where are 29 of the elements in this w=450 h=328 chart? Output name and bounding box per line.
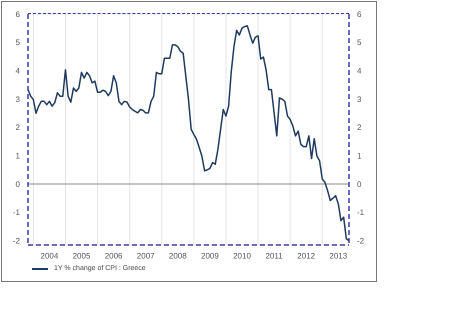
y2-tick-label: 6 — [357, 10, 362, 19]
x-tick-label: 2008 — [168, 252, 188, 261]
y-tick-label: 1 — [16, 152, 21, 161]
y-tick-label: 3 — [16, 94, 21, 104]
x-tick-label: 2005 — [72, 252, 91, 261]
x-tick-label: 2009 — [201, 252, 220, 261]
y2-tick-label: -2 — [357, 236, 365, 246]
y2-tick-label: 1 — [357, 152, 362, 161]
x-tick-label: 2007 — [136, 252, 156, 261]
x-tick-label: 2011 — [266, 252, 284, 261]
y-tick-label: 5 — [16, 38, 21, 48]
x-tick-label: 2012 — [297, 252, 316, 261]
x-tick-label: 2004 — [40, 252, 59, 261]
line-series — [28, 25, 349, 242]
x-tick-label: 2010 — [233, 252, 252, 261]
y2-tick-label: 3 — [357, 94, 362, 104]
y2-tick-label: 5 — [357, 38, 362, 48]
y2-tick-label: -1 — [357, 208, 365, 218]
y-tick-label: 4 — [16, 66, 21, 76]
y2-tick-label: 0 — [357, 180, 362, 189]
x-tick-label: 2006 — [104, 252, 124, 261]
y-tick-label: 6 — [16, 10, 21, 19]
y2-tick-label: 2 — [357, 123, 362, 132]
y-tick-label: 2 — [16, 123, 21, 132]
x-tick-label: 2013 — [329, 252, 348, 261]
y-tick-label: -1 — [12, 208, 21, 218]
y-tick-label: 0 — [16, 180, 21, 189]
y-tick-label: -2 — [12, 236, 21, 246]
y2-tick-label: 4 — [357, 66, 362, 76]
